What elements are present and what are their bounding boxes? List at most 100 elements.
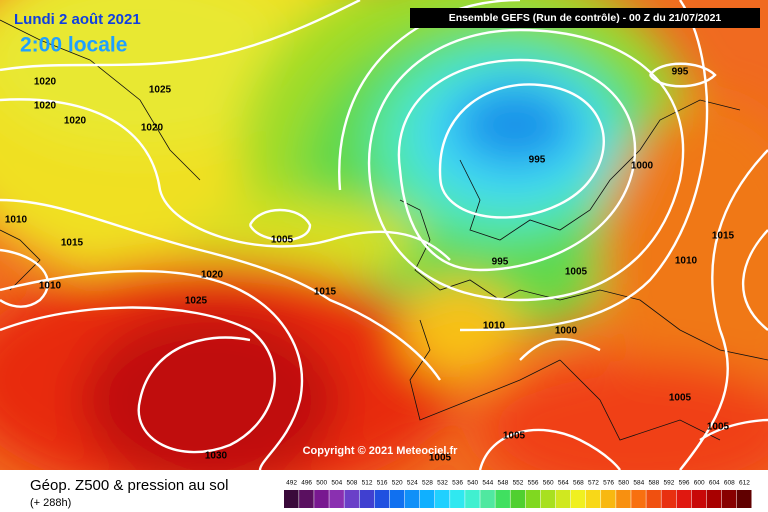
scale-label: 572 (588, 480, 599, 487)
scale-label: 520 (392, 480, 403, 487)
isobar-label: 995 (492, 257, 509, 268)
isobar-label: 1020 (141, 123, 164, 134)
scale-label: 556 (528, 480, 539, 487)
scale-swatch (419, 490, 435, 508)
scale-label: 564 (558, 480, 569, 487)
lead-time: (+ 288h) (30, 497, 71, 509)
scale-swatch (495, 490, 510, 508)
isobar-label: 1015 (61, 238, 84, 249)
scale-label: 612 (739, 480, 750, 487)
header-box (410, 8, 760, 28)
isobar-label: 995 (529, 155, 546, 166)
scale-swatch (329, 490, 344, 508)
scale-swatch (314, 490, 329, 508)
scale-label: 524 (407, 480, 418, 487)
scale-swatch (434, 490, 450, 508)
scale-label: 608 (724, 480, 735, 487)
scale-label: 568 (573, 480, 584, 487)
model-run: Ensemble GEFS (Run de contrôle) - 00 Z d… (449, 12, 722, 24)
isobar-label: 1020 (34, 77, 57, 88)
isobar-label: 1005 (565, 267, 588, 278)
scale-label: 532 (437, 480, 448, 487)
isobar-label: 1005 (429, 453, 452, 464)
scale-label: 552 (513, 480, 524, 487)
isobar-label: 1015 (314, 287, 337, 298)
scale-swatch (480, 490, 495, 508)
scale-label: 512 (362, 480, 373, 487)
scale-label: 504 (331, 480, 342, 487)
scale-swatch (706, 490, 722, 508)
scale-swatch (601, 490, 616, 508)
isobar-label: 1010 (39, 281, 62, 292)
scale-label: 548 (497, 480, 508, 487)
isobar-label: 1010 (5, 215, 28, 226)
local-time: 2:00 locale (20, 34, 127, 57)
scale-swatch (344, 490, 359, 508)
scale-swatch (450, 490, 465, 508)
isobar-label: 1010 (483, 321, 506, 332)
scale-label: 584 (633, 480, 644, 487)
isobar-label: 1025 (149, 85, 172, 96)
scale-swatch (374, 490, 390, 508)
scale-label: 580 (618, 480, 629, 487)
date-title: Lundi 2 août 2021 (14, 11, 141, 28)
scale-label: 536 (452, 480, 463, 487)
scale-label: 588 (648, 480, 659, 487)
scale-swatch (585, 490, 601, 508)
scale-swatch (736, 490, 752, 508)
scale-label: 540 (467, 480, 478, 487)
scale-swatch (465, 490, 480, 508)
isobar-label: 1010 (675, 256, 698, 267)
scale-swatch (646, 490, 661, 508)
map-field: 1020 1025 1020 1020 1020 1010 1015 1005 1010 1020… (0, 0, 768, 470)
isobar-label: 1025 (185, 296, 208, 307)
scale-swatch (525, 490, 541, 508)
scale-label: 592 (664, 480, 675, 487)
isobar-label: 1030 (205, 451, 228, 462)
scale-label: 560 (543, 480, 554, 487)
scale-swatch (359, 490, 375, 508)
isobar-label: 1005 (707, 422, 730, 433)
isobar-label: 1020 (201, 270, 224, 281)
isobar-label: 1020 (34, 101, 57, 112)
scale-label: 492 (286, 480, 297, 487)
isobar-label: 1000 (555, 326, 578, 337)
scale-label: 596 (679, 480, 690, 487)
scale-swatch (661, 490, 677, 508)
scale-swatch (691, 490, 707, 508)
isobar-label: 1005 (503, 431, 526, 442)
color-scale: 492 496 500 504 508 512 516 520 524 528 532 536 540 5… (284, 480, 752, 508)
scale-swatch (284, 490, 299, 508)
isobar-label: 1005 (271, 235, 294, 246)
scale-label: 528 (422, 480, 433, 487)
legend-title: Géop. Z500 & pression au sol (30, 477, 228, 494)
scale-swatch (676, 490, 692, 508)
isobars (0, 0, 768, 470)
scale-swatch (631, 490, 646, 508)
scale-label: 496 (301, 480, 312, 487)
scale-swatch (404, 490, 420, 508)
isobar-label: 1005 (669, 393, 692, 404)
isobar-label: 1015 (712, 231, 735, 242)
scale-swatch (510, 490, 526, 508)
isobar-label: 1020 (64, 116, 87, 127)
scale-label: 500 (316, 480, 327, 487)
scale-label: 600 (694, 480, 705, 487)
scale-label: 544 (482, 480, 493, 487)
scale-swatch (555, 490, 571, 508)
scale-swatch (721, 490, 737, 508)
scale-label: 576 (603, 480, 614, 487)
scale-swatch (540, 490, 556, 508)
isobar-label: 995 (672, 67, 689, 78)
isobar-label: 1000 (631, 161, 654, 172)
scale-swatch (389, 490, 405, 508)
scale-swatch (616, 490, 631, 508)
scale-label: 508 (347, 480, 358, 487)
copyright: Copyright © 2021 Meteociel.fr (303, 445, 459, 457)
isobar-labels: 1020 1025 1020 1020 1020 1010 1015 1005 1010 1020… (5, 67, 735, 464)
scale-label: 516 (377, 480, 388, 487)
scale-swatch (299, 490, 314, 508)
scale-swatch (570, 490, 586, 508)
scale-label: 604 (709, 480, 720, 487)
